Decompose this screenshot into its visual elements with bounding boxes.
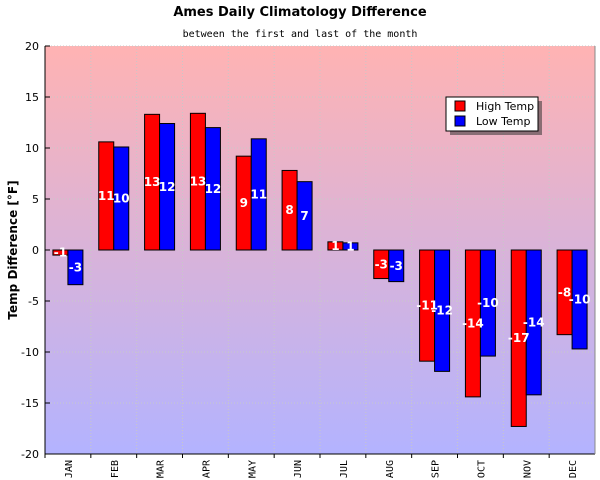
x-tick-label: AUG [385, 460, 396, 478]
bar-low-oct [479, 249, 496, 357]
data-label: -14 [523, 315, 545, 329]
y-tick-label: -15 [21, 397, 39, 410]
bar-low-dec [571, 249, 588, 350]
chart-title: Ames Daily Climatology Difference [173, 5, 427, 20]
data-label: -3 [69, 260, 82, 274]
data-label: 1 [346, 239, 354, 253]
data-label: -11 [416, 299, 438, 313]
y-tick-label: 10 [25, 142, 39, 155]
bar-low-jan [67, 249, 84, 286]
legend-swatch-low [454, 115, 466, 127]
bar-low-mar [159, 123, 176, 251]
legend: High Temp Low Temp [445, 96, 542, 135]
data-label: 12 [205, 182, 222, 196]
bar-low-may [250, 138, 267, 251]
data-label: -14 [462, 316, 484, 330]
data-label: 12 [159, 180, 176, 194]
data-label: 10 [113, 191, 130, 205]
chart-subtitle: between the first and last of the month [183, 29, 418, 40]
x-tick-label: MAR [156, 459, 167, 478]
bar-low-jul [342, 242, 359, 251]
x-tick-label: MAY [247, 460, 258, 478]
bars [52, 112, 588, 427]
grid [45, 45, 595, 455]
y-tick-label: 20 [25, 40, 39, 53]
x-tick-label: JAN [64, 460, 75, 478]
bar-low-sep [434, 249, 451, 372]
y-tick-label: -10 [21, 346, 39, 359]
data-label: -3 [375, 257, 388, 271]
legend-label-high: High Temp [476, 100, 534, 113]
data-label: -17 [508, 331, 530, 345]
data-label: 8 [285, 203, 293, 217]
legend-swatch-high [454, 100, 466, 112]
data-label: -8 [558, 285, 571, 299]
bar-low-feb [113, 146, 130, 251]
y-tick-label: -5 [28, 295, 39, 308]
data-label: -12 [431, 304, 453, 318]
y-tick-label: -20 [21, 448, 39, 461]
y-tick-label: 0 [32, 244, 39, 257]
data-label: 9 [240, 196, 248, 210]
data-label: 13 [190, 175, 207, 189]
data-label: 1 [331, 239, 339, 253]
data-label: 11 [98, 189, 115, 203]
x-tick-label: OCT [476, 460, 487, 478]
data-label: -10 [477, 296, 499, 310]
y-tick-label: 5 [32, 193, 39, 206]
bar-low-aug [388, 249, 405, 283]
bar-low-jun [296, 181, 313, 251]
data-label: -1 [54, 246, 67, 260]
axes: 20 15 10 5 0 -5 -10 -15 -20 JAN FEB MAR APR MAY JUN JUL… [21, 40, 596, 478]
bar-low-nov [525, 249, 542, 396]
data-label: 13 [144, 175, 161, 189]
y-tick-label: 15 [25, 91, 39, 104]
x-tick-label: DEC [568, 460, 579, 478]
data-label: -10 [569, 292, 591, 306]
data-label: 11 [250, 187, 267, 201]
x-tick-label: NOV [522, 460, 533, 478]
x-tick-label: SEP [431, 460, 442, 478]
data-label: -3 [390, 259, 403, 273]
x-tick-label: JUN [293, 460, 304, 478]
y-axis-label: Temp Difference [°F] [6, 180, 20, 319]
x-tick-label: APR [201, 459, 212, 478]
x-tick-label: JUL [339, 460, 350, 478]
legend-label-low: Low Temp [476, 115, 530, 128]
data-label: 7 [300, 209, 308, 223]
x-tick-label: FEB [110, 460, 121, 478]
data-labels: -1 11 13 13 9 8 1 -3 -11 -14 -17 -8 -3 10 12 12 11 7 1 -3 -1… [54, 175, 591, 346]
bar-low-apr [204, 127, 221, 251]
